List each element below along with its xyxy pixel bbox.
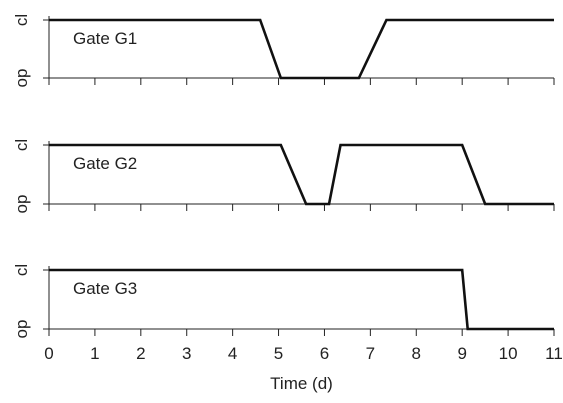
gate-label-2: Gate G2 [73, 154, 137, 173]
x-tick-label-2: 2 [136, 344, 145, 363]
x-tick-label-10: 10 [499, 344, 518, 363]
y-level-label-3-op: op [12, 320, 31, 339]
x-tick-label-0: 0 [44, 344, 53, 363]
series-line-gate-3 [49, 268, 554, 331]
gate-label-1: Gate G1 [73, 29, 137, 48]
x-axis-label: Time (d) [270, 374, 333, 393]
x-tick-label-3: 3 [182, 344, 191, 363]
x-tick-label-4: 4 [228, 344, 237, 363]
x-tick-label-1: 1 [90, 344, 99, 363]
x-tick-label-7: 7 [366, 344, 375, 363]
x-tick-label-8: 8 [412, 344, 421, 363]
y-level-label-1-op: op [12, 69, 31, 88]
x-tick-label-9: 9 [457, 344, 466, 363]
gate-label-3: Gate G3 [73, 279, 137, 298]
y-level-label-2-op: op [12, 195, 31, 214]
series-line-gate-2 [49, 143, 554, 206]
x-tick-label-6: 6 [320, 344, 329, 363]
y-level-label-1-cl: cl [12, 14, 31, 26]
series-line-gate-1 [49, 18, 554, 80]
y-level-label-2-cl: cl [12, 139, 31, 151]
x-tick-label-5: 5 [274, 344, 283, 363]
x-tick-label-11: 11 [545, 344, 563, 363]
y-level-label-3-cl: cl [12, 264, 31, 276]
